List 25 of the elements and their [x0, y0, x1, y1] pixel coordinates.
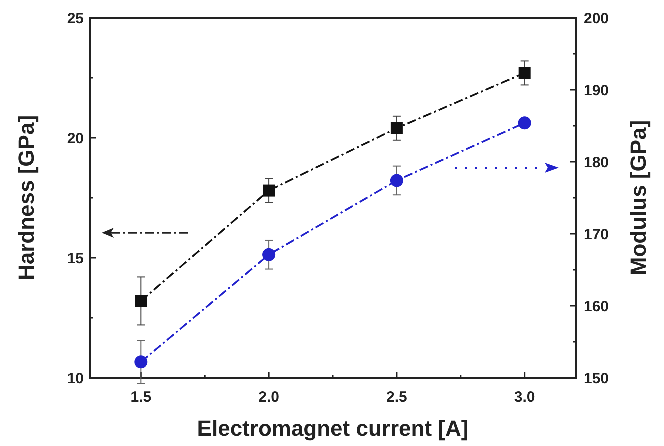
y2-tick-label: 180: [584, 154, 610, 172]
y2-tick-label: 170: [584, 226, 610, 244]
y2-tick-label: 150: [584, 370, 610, 388]
y2-tick-label: 190: [584, 82, 610, 100]
point: [390, 174, 404, 188]
x-tick-label: 1.5: [130, 389, 152, 406]
x-tick-label: 2.5: [386, 389, 408, 406]
x-axis-title: Electromagnet current [A]: [197, 416, 469, 441]
point: [135, 295, 148, 308]
point: [134, 356, 148, 369]
y-tick-label: 10: [67, 370, 84, 388]
y-tick-label: 15: [67, 250, 84, 268]
point: [262, 248, 276, 262]
point: [263, 184, 276, 197]
x-tick-label: 2.0: [258, 389, 280, 406]
y2-tick-label: 200: [584, 10, 610, 28]
y-tick-label: 25: [67, 10, 84, 28]
y-tick-label: 20: [67, 130, 84, 148]
y-axis-title: Hardness [GPa]: [14, 115, 39, 281]
point: [390, 122, 403, 134]
x-tick-label: 3.0: [514, 389, 536, 406]
point: [518, 116, 532, 130]
point: [518, 67, 531, 80]
y2-axis-title: Modulus [GPa]: [626, 120, 651, 276]
y2-tick-label: 160: [584, 298, 610, 316]
